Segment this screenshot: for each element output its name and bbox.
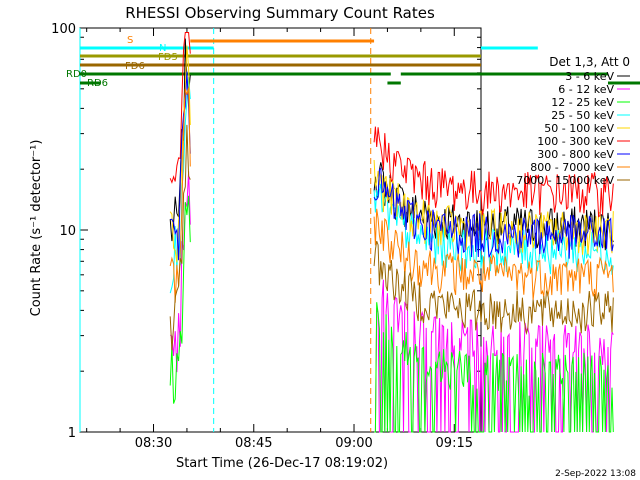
series-line-late [373,208,614,300]
x-tick-label: 09:15 [436,436,473,451]
flag-label: FD6 [125,61,145,72]
x-tick-label: 08:30 [135,436,172,451]
flag-label: N [159,43,166,54]
series-line-late [373,167,614,259]
series-line-late [374,302,614,433]
legend-item-label: 7000 - 15000 keV [516,174,614,187]
series-line-late [373,240,614,336]
legend-item-label: 3 - 6 keV [565,70,614,83]
y-tick-label: 10 [59,224,76,239]
legend-item-label: 100 - 300 keV [537,135,614,148]
flag-label: RD6 [87,78,108,89]
legend-title: Det 1,3, Att 0 [549,55,630,69]
chart-title: RHESSI Observing Summary Count Rates [125,4,435,22]
flag-label: RD0 [66,69,87,80]
legend-item-label: 800 - 7000 keV [530,161,614,174]
series-line-early [169,124,191,351]
series-line-early [169,195,191,404]
x-tick-label: 08:45 [235,436,272,451]
flag-label: S [127,35,133,46]
y-axis-label: Count Rate (s⁻¹ detector⁻¹) [29,140,44,317]
y-tick-label: 100 [51,22,76,37]
legend-item-label: 300 - 800 keV [537,148,614,161]
x-axis-label: Start Time (26-Dec-17 08:19:02) [176,456,388,471]
series-line-late [374,279,614,433]
x-tick-label: 09:00 [335,436,372,451]
series-line-early [169,32,191,184]
flag-label: FD5 [158,52,178,63]
legend-item-label: 12 - 25 keV [551,96,614,109]
series-line-early [170,71,191,261]
y-tick-label: 1 [68,426,76,441]
legend-item-label: 25 - 50 keV [551,109,614,122]
series-line-early [169,87,191,303]
series-line-early [169,171,191,373]
series-line-late [373,126,614,218]
series-line-late [373,159,614,255]
timestamp: 2-Sep-2022 13:08 [555,469,636,479]
legend-item-label: 50 - 100 keV [544,122,614,135]
legend-item-label: 6 - 12 keV [558,83,614,96]
